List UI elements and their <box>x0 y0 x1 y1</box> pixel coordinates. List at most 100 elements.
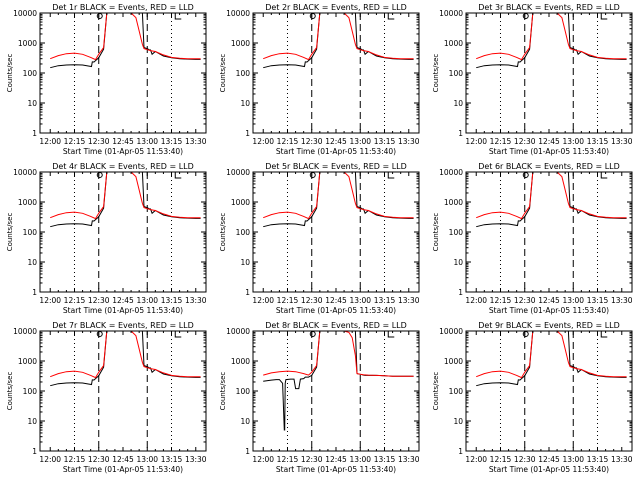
y-tick-label: 1 <box>458 129 463 138</box>
series-line-events <box>263 331 414 431</box>
y-tick-label: 1000 <box>444 198 463 207</box>
x-tick-label: 12:15 <box>64 296 86 305</box>
series-line-lld <box>263 13 414 61</box>
series-line-events <box>476 13 627 69</box>
x-tick-label: 12:00 <box>252 296 274 305</box>
x-axis-label: Start Time (01-Apr-05 11:53:40) <box>489 465 609 474</box>
y-axis-label: Counts/sec <box>6 54 14 93</box>
y-tick-label: 10000 <box>226 327 250 336</box>
series-line-lld <box>263 172 414 220</box>
x-tick-label: 13:30 <box>398 137 420 146</box>
plot-frame <box>39 12 207 134</box>
plot-frame <box>465 12 633 134</box>
x-tick-label: 12:45 <box>112 296 134 305</box>
x-tick-label: 12:15 <box>64 455 86 464</box>
y-tick-label: 1000 <box>18 198 37 207</box>
x-tick-label: 12:30 <box>88 455 110 464</box>
x-tick-label: 12:45 <box>112 137 134 146</box>
chart-panel-6: 1 10 100 1000 10000 12:00 12:15 12:30 12:45 13:00… <box>432 162 633 315</box>
y-tick-label: 10 <box>27 99 37 108</box>
x-tick-label: 12:45 <box>112 455 134 464</box>
y-tick-label: 1000 <box>18 357 37 366</box>
y-tick-label: 1 <box>32 288 37 297</box>
y-tick-label: 10000 <box>13 9 37 18</box>
x-tick-label: 12:45 <box>538 137 560 146</box>
y-tick-label: 10000 <box>226 9 250 18</box>
x-tick-label: 12:30 <box>514 296 536 305</box>
series-line-lld <box>50 331 201 379</box>
plot-frame <box>252 171 420 293</box>
x-tick-label: 13:15 <box>374 137 396 146</box>
y-tick-label: 1 <box>458 447 463 456</box>
marker-bracket <box>387 172 395 179</box>
x-tick-label: 12:15 <box>277 296 299 305</box>
plot-frame <box>252 330 420 452</box>
marker-bracket <box>600 172 608 179</box>
plot-frame <box>39 330 207 452</box>
marker-bracket <box>174 331 182 338</box>
series-line-lld <box>263 331 414 377</box>
x-tick-label: 13:30 <box>611 296 633 305</box>
marker-circle <box>522 13 529 19</box>
y-tick-label: 1000 <box>231 357 250 366</box>
y-tick-label: 100 <box>23 69 38 78</box>
x-tick-label: 12:30 <box>301 455 323 464</box>
series-line-events <box>263 13 414 69</box>
x-tick-label: 13:30 <box>185 455 207 464</box>
series-line-lld <box>476 172 627 220</box>
panel-title: Det 6r BLACK = Events, RED = LLD <box>478 162 620 171</box>
x-tick-label: 13:00 <box>136 137 158 146</box>
y-tick-label: 1000 <box>444 357 463 366</box>
x-tick-label: 12:30 <box>514 455 536 464</box>
y-tick-label: 10 <box>453 99 463 108</box>
y-tick-label: 100 <box>23 387 38 396</box>
x-tick-label: 13:15 <box>587 296 609 305</box>
y-tick-label: 10000 <box>439 9 463 18</box>
y-tick-label: 1 <box>245 288 250 297</box>
panel-title: Det 5r BLACK = Events, RED = LLD <box>265 162 407 171</box>
x-tick-label: 13:00 <box>349 296 371 305</box>
series-line-lld <box>476 331 627 379</box>
x-tick-label: 12:15 <box>490 296 512 305</box>
x-tick-label: 12:45 <box>538 296 560 305</box>
x-tick-label: 12:00 <box>252 455 274 464</box>
y-tick-label: 100 <box>449 228 464 237</box>
x-tick-label: 12:15 <box>490 137 512 146</box>
series-line-events <box>476 331 627 387</box>
y-tick-label: 1 <box>32 129 37 138</box>
marker-circle <box>96 172 103 178</box>
y-axis-label: Counts/sec <box>6 213 14 252</box>
x-tick-label: 12:45 <box>325 137 347 146</box>
chart-panel-2: 1 10 100 1000 10000 12:00 12:15 12:30 12:45 13:00… <box>219 3 420 156</box>
panel-title: Det 4r BLACK = Events, RED = LLD <box>52 162 194 171</box>
series-line-events <box>476 172 627 228</box>
x-tick-label: 12:00 <box>39 296 61 305</box>
y-tick-label: 100 <box>449 69 464 78</box>
marker-circle <box>309 13 316 19</box>
y-tick-label: 100 <box>236 387 251 396</box>
series-line-lld <box>50 13 201 61</box>
y-tick-label: 1 <box>245 447 250 456</box>
x-tick-label: 13:30 <box>185 296 207 305</box>
marker-bracket <box>387 13 395 20</box>
marker-bracket <box>174 172 182 179</box>
x-axis-label: Start Time (01-Apr-05 11:53:40) <box>63 147 183 156</box>
x-tick-label: 12:30 <box>88 137 110 146</box>
x-tick-label: 13:00 <box>136 455 158 464</box>
x-tick-label: 13:30 <box>611 455 633 464</box>
x-axis-label: Start Time (01-Apr-05 11:53:40) <box>276 147 396 156</box>
series-line-events <box>263 172 414 228</box>
x-tick-label: 12:30 <box>301 137 323 146</box>
y-tick-label: 10000 <box>226 168 250 177</box>
y-tick-label: 10000 <box>439 327 463 336</box>
y-tick-label: 10 <box>27 417 37 426</box>
y-tick-label: 1 <box>245 129 250 138</box>
y-tick-label: 1000 <box>18 39 37 48</box>
x-tick-label: 12:15 <box>277 455 299 464</box>
x-tick-label: 13:15 <box>161 137 183 146</box>
y-tick-label: 10 <box>240 417 250 426</box>
panel-title: Det 3r BLACK = Events, RED = LLD <box>478 3 620 12</box>
y-tick-label: 10 <box>240 99 250 108</box>
x-axis-label: Start Time (01-Apr-05 11:53:40) <box>63 465 183 474</box>
x-tick-label: 12:15 <box>277 137 299 146</box>
